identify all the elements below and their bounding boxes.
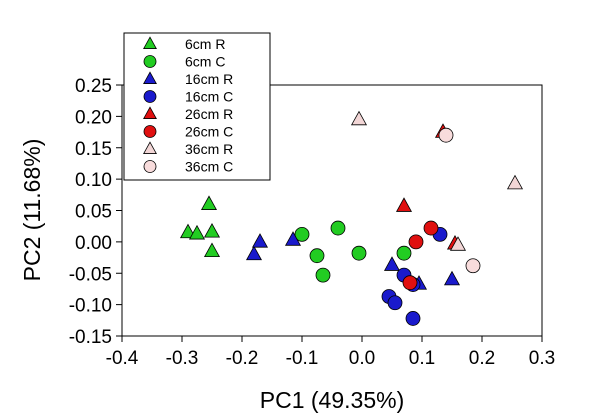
legend-marker xyxy=(143,36,157,49)
x-tick-label: -0.1 xyxy=(286,348,319,369)
y-tick-label: -0.10 xyxy=(69,296,112,317)
data-point xyxy=(506,174,524,190)
x-axis-title: PC1 (49.35%) xyxy=(260,387,404,413)
data-point xyxy=(350,110,368,126)
data-point xyxy=(387,295,403,311)
data-point xyxy=(330,220,346,236)
y-tick-label: 0.00 xyxy=(75,233,112,254)
series-26cm-c xyxy=(402,220,439,291)
data-point xyxy=(423,220,439,236)
data-point xyxy=(449,236,467,251)
legend-label: 36cm R xyxy=(185,141,233,157)
data-point xyxy=(443,270,461,286)
y-axis: -0.15 -0.10 -0.05 0.00 0.05 0.10 0.15 0.20 0.25 xyxy=(69,76,122,348)
series-6cm-c xyxy=(294,220,412,283)
data-point xyxy=(351,245,367,261)
legend-label: 6cm R xyxy=(185,36,225,52)
y-tick-label: 0.25 xyxy=(75,76,112,97)
data-point xyxy=(203,242,221,258)
series-6cm-r xyxy=(179,195,221,258)
x-axis: -0.4 -0.3 -0.2 -0.1 0.0 0.1 0.2 0.3 xyxy=(106,336,555,369)
y-tick-label: 0.10 xyxy=(75,170,112,191)
data-point xyxy=(396,245,412,261)
y-axis-title: PC2 (11.68%) xyxy=(19,139,45,282)
data-point xyxy=(395,197,413,212)
series-36cm-c xyxy=(438,127,481,274)
x-tick-label: 0.3 xyxy=(529,348,555,369)
data-point xyxy=(438,127,454,143)
legend-label: 16cm C xyxy=(185,89,233,105)
legend-marker xyxy=(143,71,157,84)
data-point xyxy=(179,223,197,239)
data-point xyxy=(200,195,218,210)
x-tick-label: -0.2 xyxy=(226,348,259,369)
legend-marker xyxy=(143,160,157,173)
legend-marker xyxy=(143,90,157,103)
data-point xyxy=(188,224,206,240)
data-point xyxy=(309,248,325,264)
x-tick-label: 0.0 xyxy=(349,348,375,369)
y-tick-label: 0.20 xyxy=(75,107,112,128)
data-point xyxy=(402,275,418,291)
data-point xyxy=(465,258,481,274)
x-tick-label: 0.2 xyxy=(469,348,495,369)
legend-label: 26cm R xyxy=(185,106,233,122)
series-16cm-r xyxy=(245,231,461,290)
data-point xyxy=(383,256,401,271)
data-point xyxy=(408,234,424,250)
legend-label: 26cm C xyxy=(185,124,233,140)
y-tick-label: -0.05 xyxy=(69,264,112,285)
x-tick-label: 0.1 xyxy=(409,348,435,369)
y-tick-label: 0.15 xyxy=(75,139,112,160)
legend-label: 16cm R xyxy=(185,71,233,87)
data-points xyxy=(179,110,524,326)
data-point xyxy=(251,233,269,248)
legend-marker xyxy=(143,55,157,68)
x-tick-label: -0.3 xyxy=(166,348,199,369)
y-tick-label: 0.05 xyxy=(75,202,112,223)
data-point xyxy=(245,245,263,261)
series-36cm-r xyxy=(350,110,524,251)
legend-label: 36cm C xyxy=(185,159,233,175)
data-point xyxy=(294,226,310,242)
data-point xyxy=(405,311,421,326)
legend-marker xyxy=(143,125,157,138)
data-point xyxy=(203,223,221,238)
legend-marker xyxy=(143,141,157,154)
data-point xyxy=(315,267,331,283)
legend-marker xyxy=(143,106,157,119)
y-tick-label: -0.15 xyxy=(69,327,112,348)
data-point xyxy=(284,231,302,246)
x-tick-label: -0.4 xyxy=(106,348,139,369)
legend-label: 6cm C xyxy=(185,54,225,70)
